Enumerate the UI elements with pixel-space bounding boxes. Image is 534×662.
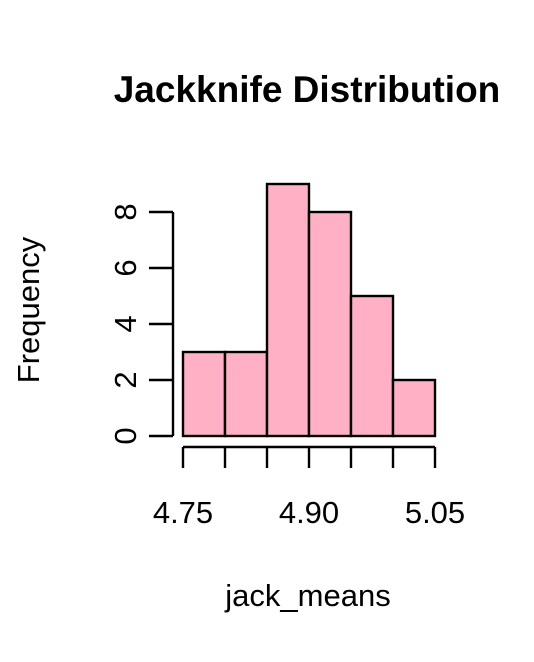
chart-title: Jackknife Distribution: [114, 69, 501, 110]
x-tick-label: 4.75: [153, 495, 213, 530]
y-tick-label: 4: [108, 315, 143, 332]
histogram-bar: [307, 210, 353, 438]
histogram-bar: [223, 350, 269, 438]
y-tick-label: 8: [108, 203, 143, 220]
x-tick-label: 5.05: [405, 495, 465, 530]
x-axis: 4.75 4.90 5.05: [153, 445, 465, 530]
y-axis: 0 2 4 6 8: [108, 203, 175, 445]
histogram-bar: [391, 378, 437, 438]
histogram-bar: [181, 350, 227, 438]
histogram-bar: [349, 294, 395, 438]
y-tick-label: 0: [108, 427, 143, 444]
y-tick-label: 2: [108, 371, 143, 388]
histogram-bar: [265, 182, 311, 438]
x-tick-label: 4.90: [279, 495, 339, 530]
x-axis-label: jack_means: [224, 578, 390, 613]
y-tick-label: 6: [108, 259, 143, 276]
bars-group: [181, 182, 437, 438]
y-axis-label: Frequency: [11, 236, 46, 383]
